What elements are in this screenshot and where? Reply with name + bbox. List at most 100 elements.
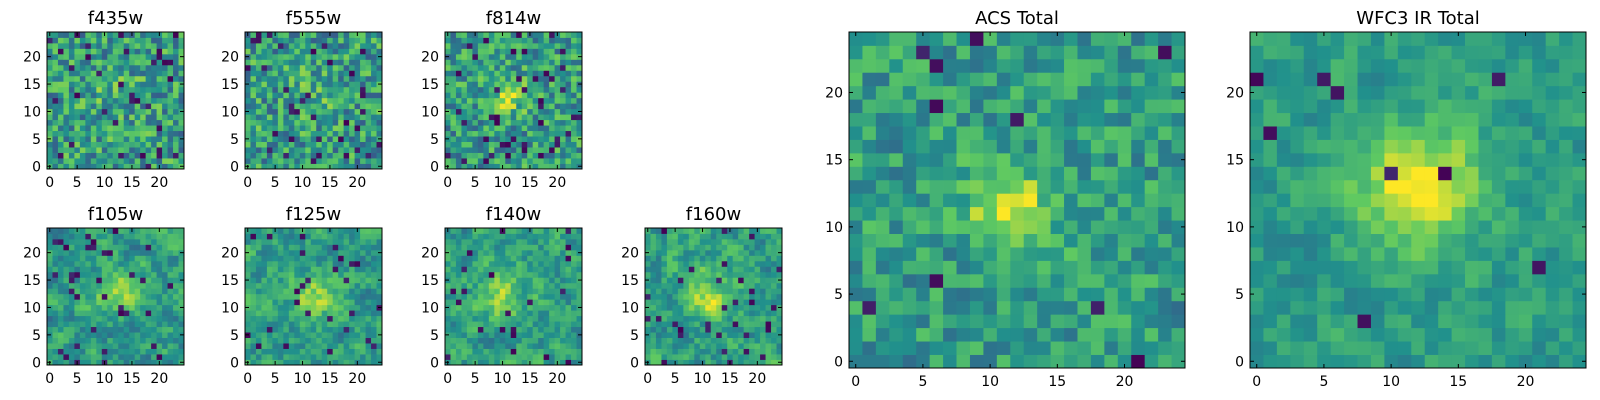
heatmap-cell bbox=[112, 249, 119, 256]
heatmap-cell bbox=[565, 130, 572, 137]
heatmap-cell bbox=[266, 266, 273, 273]
heatmap-cell bbox=[549, 282, 555, 289]
heatmap-cell bbox=[47, 37, 53, 44]
heatmap-cell bbox=[705, 228, 712, 234]
heatmap-cell bbox=[450, 343, 457, 349]
heatmap-cell bbox=[129, 75, 136, 82]
heatmap-cell bbox=[178, 119, 185, 126]
heatmap-cell bbox=[743, 354, 750, 360]
heatmap-cell bbox=[683, 348, 690, 355]
heatmap-cell bbox=[173, 337, 179, 344]
heatmap-cell bbox=[1117, 287, 1132, 302]
heatmap-cell bbox=[294, 266, 301, 273]
heatmap-cell bbox=[52, 75, 59, 82]
heatmap-cell bbox=[499, 75, 506, 82]
heatmap-cell bbox=[565, 359, 572, 366]
heatmap-cell bbox=[902, 287, 917, 302]
heatmap-cell bbox=[450, 37, 457, 44]
heatmap-cell bbox=[499, 293, 506, 300]
heatmap-cell bbox=[140, 108, 147, 115]
heatmap-cell bbox=[455, 103, 462, 110]
heatmap-cell bbox=[472, 321, 479, 328]
heatmap-cell bbox=[672, 255, 679, 262]
heatmap-cell bbox=[338, 228, 345, 234]
heatmap-cell bbox=[549, 119, 555, 126]
heatmap-cell bbox=[527, 260, 534, 267]
heatmap-cell bbox=[749, 332, 755, 338]
heatmap-cell bbox=[321, 321, 328, 328]
heatmap-cell bbox=[305, 337, 312, 344]
heatmap-cell bbox=[167, 282, 174, 289]
heatmap-cell bbox=[738, 271, 745, 278]
heatmap-cell bbox=[527, 348, 534, 355]
heatmap-cell bbox=[338, 354, 345, 360]
heatmap-cell bbox=[461, 315, 468, 322]
heatmap-cell bbox=[1077, 179, 1092, 194]
heatmap-cell bbox=[156, 321, 163, 328]
heatmap-cell bbox=[245, 92, 251, 99]
heatmap-cell bbox=[376, 255, 383, 262]
heatmap-cell bbox=[90, 163, 97, 170]
heatmap-cell bbox=[354, 348, 361, 355]
heatmap-cell bbox=[327, 97, 334, 104]
heatmap-cell bbox=[57, 228, 64, 234]
heatmap-cell bbox=[499, 92, 506, 99]
heatmap-cell bbox=[666, 293, 673, 300]
heatmap-cell bbox=[560, 310, 566, 317]
heatmap-cell bbox=[338, 114, 345, 121]
heatmap-cell bbox=[79, 97, 86, 104]
heatmap-cell bbox=[672, 326, 679, 333]
heatmap-cell bbox=[96, 70, 103, 77]
heatmap-cell bbox=[1104, 354, 1119, 369]
heatmap-cell bbox=[156, 238, 163, 245]
heatmap-cell bbox=[560, 233, 566, 240]
heatmap-cell bbox=[743, 337, 750, 344]
heatmap-cell bbox=[754, 277, 761, 284]
heatmap-cell bbox=[288, 238, 295, 245]
y-tick-label: 10 bbox=[421, 104, 439, 120]
heatmap-cell bbox=[245, 244, 251, 251]
heatmap-cell bbox=[710, 348, 717, 355]
heatmap-cell bbox=[74, 53, 81, 60]
heatmap-cell bbox=[862, 273, 877, 288]
heatmap-cell bbox=[699, 238, 706, 245]
heatmap-cell bbox=[123, 64, 130, 71]
heatmap-cell bbox=[565, 233, 572, 240]
heatmap-cell bbox=[902, 300, 917, 315]
heatmap-cell bbox=[532, 37, 539, 44]
heatmap-cell bbox=[371, 343, 377, 349]
heatmap-cell bbox=[250, 282, 257, 289]
heatmap-cell bbox=[554, 108, 561, 115]
heatmap-cell bbox=[151, 152, 157, 159]
heatmap-cell bbox=[140, 255, 147, 262]
heatmap-cell bbox=[305, 282, 312, 289]
heatmap-cell bbox=[57, 348, 64, 355]
heatmap-cell bbox=[666, 271, 673, 278]
y-tick-label: 10 bbox=[421, 300, 439, 316]
heatmap-cell bbox=[461, 326, 468, 333]
heatmap-cell bbox=[749, 354, 755, 360]
heatmap-cell bbox=[521, 255, 528, 262]
heatmap-cell bbox=[134, 64, 141, 71]
heatmap-cell bbox=[85, 293, 92, 300]
heatmap-cell bbox=[85, 228, 92, 234]
heatmap-cell bbox=[343, 277, 350, 284]
heatmap-cell bbox=[743, 310, 750, 317]
heatmap-cell bbox=[299, 277, 306, 284]
heatmap-cell bbox=[688, 238, 695, 245]
x-tick-label: 10 bbox=[494, 175, 512, 191]
heatmap-cell bbox=[52, 255, 59, 262]
heatmap-cell bbox=[338, 97, 345, 104]
heatmap-cell bbox=[327, 238, 334, 245]
heatmap-cell bbox=[466, 114, 473, 121]
heatmap-cell bbox=[699, 304, 706, 311]
heatmap-cell bbox=[477, 304, 484, 311]
heatmap-cell bbox=[140, 228, 147, 234]
heatmap-cell bbox=[277, 288, 284, 295]
heatmap-cell bbox=[261, 233, 268, 240]
heatmap-cell bbox=[461, 310, 468, 317]
heatmap-cell bbox=[57, 141, 64, 148]
heatmap-cell bbox=[516, 86, 523, 93]
heatmap-cell bbox=[310, 255, 317, 262]
heatmap-cell bbox=[1144, 327, 1159, 342]
